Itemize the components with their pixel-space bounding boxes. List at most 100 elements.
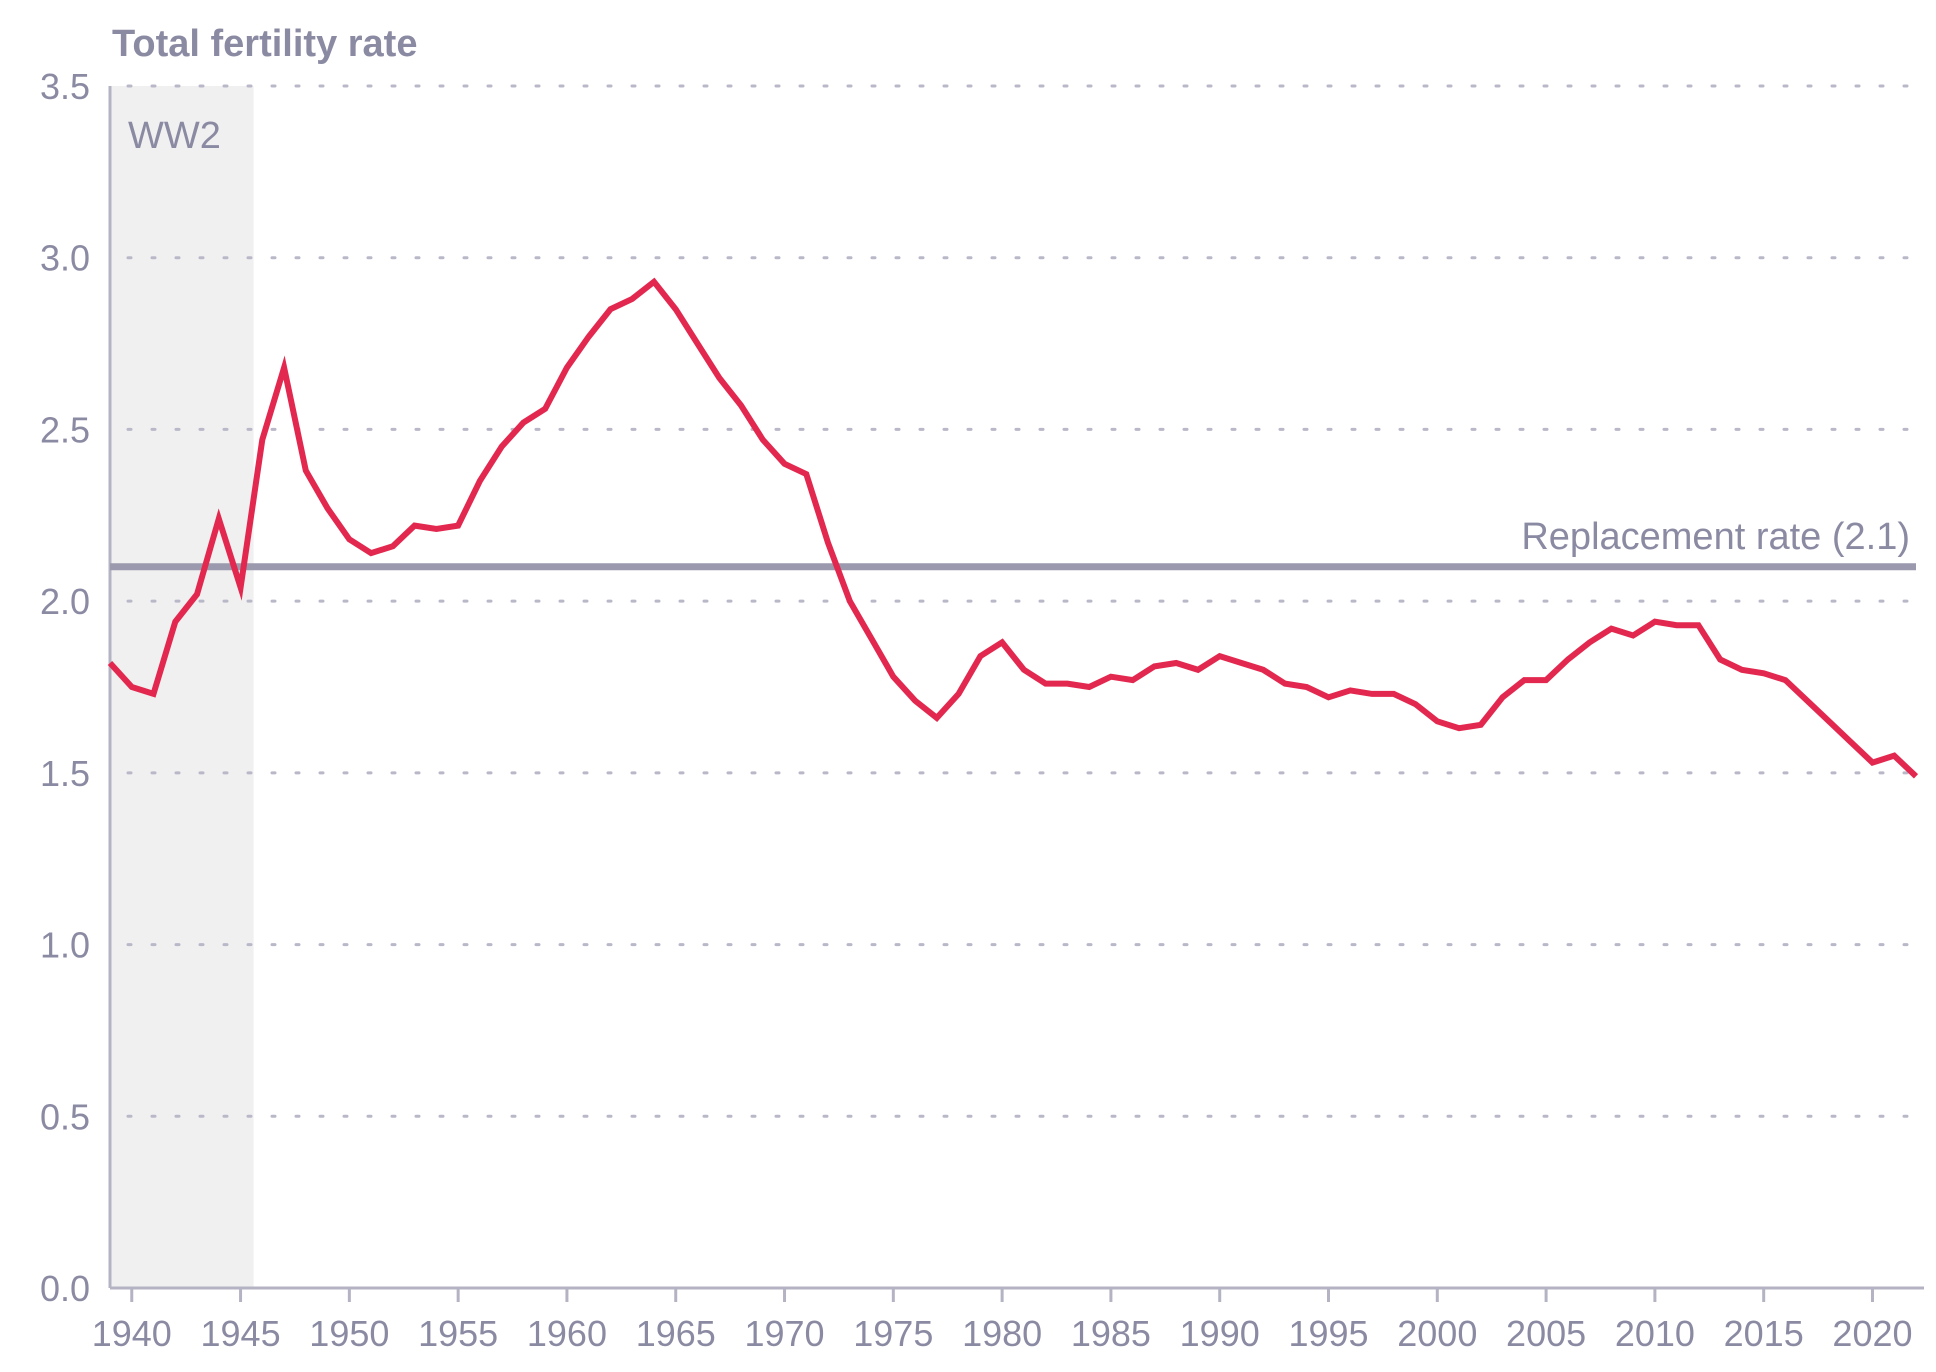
data-point-2001 — [1456, 725, 1462, 731]
x-tick-label: 1955 — [418, 1313, 498, 1354]
data-point-1950 — [346, 536, 352, 542]
data-point-2017 — [1804, 698, 1810, 704]
data-point-1942 — [172, 619, 178, 625]
data-point-1977 — [934, 715, 940, 721]
data-point-1996 — [1347, 687, 1353, 693]
data-point-1986 — [1130, 677, 1136, 683]
x-tick-label: 1940 — [92, 1313, 172, 1354]
data-point-1995 — [1326, 694, 1332, 700]
data-point-1951 — [368, 550, 374, 556]
ww2-label: WW2 — [128, 115, 221, 157]
data-point-2009 — [1630, 632, 1636, 638]
data-point-1948 — [303, 468, 309, 474]
data-point-2008 — [1608, 626, 1614, 632]
data-point-1980 — [999, 639, 1005, 645]
data-point-1949 — [325, 505, 331, 511]
replacement-rate-label: Replacement rate (2.1) — [1521, 516, 1910, 558]
text-layer: Total fertility rate WW2 Replacement rat… — [40, 23, 1913, 1354]
data-point-2022 — [1913, 773, 1919, 779]
data-point-2000 — [1434, 718, 1440, 724]
data-point-1944 — [216, 516, 222, 522]
data-point-1993 — [1282, 681, 1288, 687]
data-point-1970 — [782, 461, 788, 467]
data-point-1983 — [1064, 681, 1070, 687]
data-point-1954 — [433, 526, 439, 532]
x-tick-label: 2005 — [1506, 1313, 1586, 1354]
x-tick-label: 1960 — [527, 1313, 607, 1354]
data-point-1962 — [607, 306, 613, 312]
data-point-1984 — [1086, 684, 1092, 690]
data-point-1953 — [412, 523, 418, 529]
data-point-2010 — [1652, 619, 1658, 625]
y-axis-label: Total fertility rate — [112, 23, 417, 65]
data-point-1969 — [760, 437, 766, 443]
data-point-2020 — [1869, 760, 1875, 766]
x-tick-label: 1990 — [1180, 1313, 1260, 1354]
y-tick-label: 3.0 — [40, 238, 90, 279]
data-point-2006 — [1565, 657, 1571, 663]
x-tick-label: 1945 — [201, 1313, 281, 1354]
data-point-2016 — [1782, 677, 1788, 683]
data-point-1990 — [1217, 653, 1223, 659]
data-point-1947 — [281, 365, 287, 371]
data-point-1994 — [1304, 684, 1310, 690]
data-point-1971 — [803, 471, 809, 477]
data-point-1975 — [890, 674, 896, 680]
x-tick-label: 1980 — [962, 1313, 1042, 1354]
data-point-2014 — [1739, 667, 1745, 673]
data-point-2011 — [1674, 622, 1680, 628]
data-point-1968 — [738, 402, 744, 408]
data-point-1956 — [477, 478, 483, 484]
data-point-1999 — [1413, 701, 1419, 707]
data-point-1939 — [107, 660, 113, 666]
data-point-1957 — [499, 444, 505, 450]
data-point-1974 — [869, 636, 875, 642]
data-point-1965 — [673, 306, 679, 312]
data-point-1981 — [1021, 667, 1027, 673]
data-point-1972 — [825, 540, 831, 546]
data-point-1963 — [629, 296, 635, 302]
data-point-2018 — [1826, 718, 1832, 724]
y-tick-label: 2.0 — [40, 581, 90, 622]
gridline-layer — [126, 84, 1918, 1118]
y-tick-label: 2.5 — [40, 409, 90, 450]
data-point-1998 — [1391, 691, 1397, 697]
x-tick-label: 2015 — [1724, 1313, 1804, 1354]
x-tick-label: 1975 — [853, 1313, 933, 1354]
data-point-1952 — [390, 543, 396, 549]
data-point-1941 — [151, 691, 157, 697]
data-point-1955 — [455, 523, 461, 529]
x-tick-label: 1965 — [636, 1313, 716, 1354]
data-point-1960 — [564, 365, 570, 371]
x-tick-label: 1970 — [744, 1313, 824, 1354]
data-point-1979 — [977, 653, 983, 659]
data-point-1946 — [259, 437, 265, 443]
data-point-1997 — [1369, 691, 1375, 697]
data-point-1940 — [129, 684, 135, 690]
data-point-1961 — [586, 334, 592, 340]
data-point-1945 — [238, 584, 244, 590]
data-point-1991 — [1238, 660, 1244, 666]
data-point-1964 — [651, 279, 657, 285]
data-point-1978 — [956, 691, 962, 697]
x-tick-label: 1950 — [309, 1313, 389, 1354]
data-point-2012 — [1695, 622, 1701, 628]
data-point-2007 — [1587, 639, 1593, 645]
data-point-1973 — [847, 598, 853, 604]
y-tick-label: 3.5 — [40, 66, 90, 107]
data-point-1989 — [1195, 667, 1201, 673]
x-tick-label: 2010 — [1615, 1313, 1695, 1354]
data-point-1982 — [1043, 681, 1049, 687]
data-point-2005 — [1543, 677, 1549, 683]
data-point-2021 — [1891, 753, 1897, 759]
y-tick-label: 1.5 — [40, 753, 90, 794]
data-point-1966 — [694, 341, 700, 347]
series-layer — [107, 277, 1919, 779]
y-tick-label: 1.0 — [40, 925, 90, 966]
fertility-rate-series-line — [107, 277, 1919, 779]
data-point-2002 — [1478, 722, 1484, 728]
data-point-2004 — [1521, 677, 1527, 683]
data-point-1988 — [1173, 660, 1179, 666]
data-point-2013 — [1717, 657, 1723, 663]
data-point-1943 — [194, 591, 200, 597]
